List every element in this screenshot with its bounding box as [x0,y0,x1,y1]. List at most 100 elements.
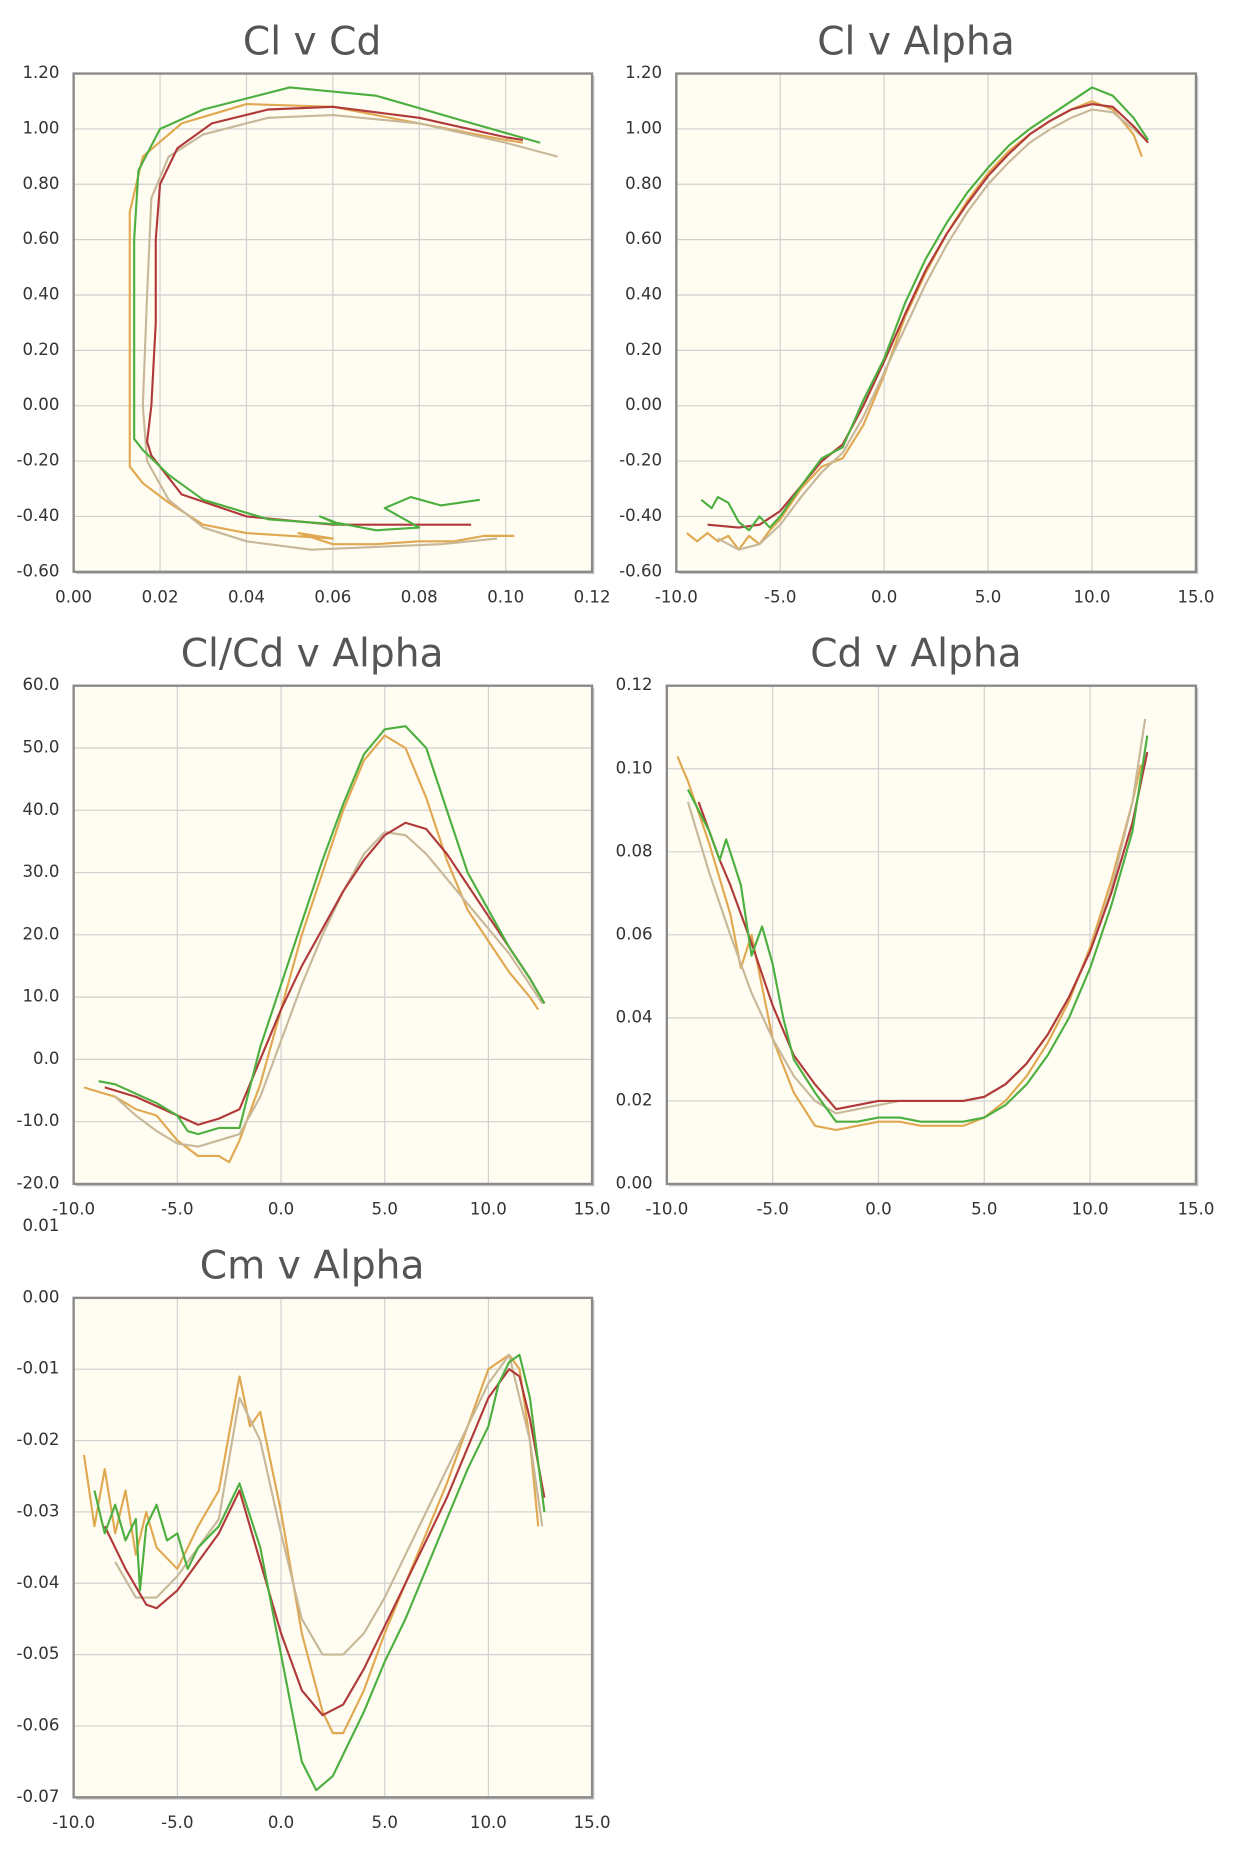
x-tick-label: -5.0 [161,1200,193,1219]
x-tick-label: -10.0 [655,587,698,606]
y-tick-label: 0.40 [22,285,59,304]
y-tick-label: 30.0 [22,862,59,881]
y-tick-label: 0.0 [33,1049,59,1068]
series-line [141,114,558,551]
y-tick-label: -0.60 [16,561,59,580]
x-tick-label: 0.0 [268,1200,294,1219]
y-tick-label: -0.20 [619,451,662,470]
x-tick-label: 0.00 [55,587,92,606]
plot-border [72,72,594,574]
series-line [128,102,524,546]
x-tick-label: 5.0 [372,1813,398,1832]
y-tick-label: -0.02 [16,1430,59,1449]
series-line [717,108,1147,551]
x-tick-label: 0.08 [401,587,438,606]
x-tick-label: 10.0 [1074,587,1111,606]
x-tick-label: 0.04 [228,587,265,606]
y-tick-label: -0.40 [619,506,662,525]
y-tick-label: 0.00 [22,395,59,414]
chart-panel: Cl/Cd v Alpha 60.0 50.0 40.0 30.0 20.0 10.0 0.0… [16,632,610,1219]
chart-panel: Cl v Alpha 1.20 1.00 0.80 0.60 0.40 0.20 0.00 -0… [619,19,1214,606]
y-tick-label: 20.0 [22,924,59,943]
y-tick-label: 60.0 [22,675,59,694]
y-tick-label: 0.20 [22,340,59,359]
y-tick-label: -0.06 [16,1715,59,1734]
x-tick-label: -10.0 [52,1813,95,1832]
x-tick-label: -5.0 [756,1200,788,1219]
y-tick-label: 0.06 [616,924,653,943]
x-tick-label: 15.0 [1177,587,1214,606]
y-tick-label: 10.0 [22,987,59,1006]
chart-panel: Cl v Cd 1.20 1.00 0.80 0.60 0.40 0.20 0.00 -0.20… [16,19,610,606]
x-tick-label: 0.06 [314,587,351,606]
plot-area [73,1297,593,1798]
series-line [98,725,546,1136]
x-tick-label: -10.0 [645,1200,688,1219]
x-tick-label: 15.0 [574,1813,611,1832]
y-tick-label: 0.20 [625,340,662,359]
y-tick-label: -0.60 [619,561,662,580]
x-tick-label: 0.12 [574,587,611,606]
x-tick-label: 0.0 [865,1200,891,1219]
y-tick-label: -0.20 [16,451,59,470]
y-tick-label: 0.08 [616,841,653,860]
series-line [707,102,1149,529]
series-line [114,831,544,1148]
series-line [146,105,524,526]
x-tick-label: 5.0 [372,1200,398,1219]
x-tick-label: 5.0 [971,1200,997,1219]
chart-title: Cl v Alpha [817,19,1014,64]
y-tick-label: 0.80 [625,174,662,193]
y-tick-label: -0.04 [16,1573,59,1592]
x-tick-label: 10.0 [470,1813,507,1832]
series-line [686,735,1149,1123]
y-tick-label: 0.02 [616,1090,653,1109]
y-tick-label: 0.80 [22,174,59,193]
x-tick-label: 10.0 [470,1200,507,1219]
y-tick-label: 50.0 [22,737,59,756]
chart-panel: Cm v Alpha 0.01 0.00 -0.01 -0.02 -0.03 -0.04 -0… [16,1216,610,1832]
y-tick-label: 0.60 [625,229,662,248]
chart-panel: Cd v Alpha 0.12 0.10 0.08 0.06 0.04 0.02 0.00 -1… [616,632,1215,1219]
series-line [133,86,541,532]
series-line [700,86,1150,532]
chart-title: Cl/Cd v Alpha [181,632,444,677]
plot-border [675,72,1198,574]
y-tick-label: 40.0 [22,800,59,819]
y-tick-label: 1.00 [625,118,662,137]
y-tick-label: -0.07 [16,1787,59,1806]
y-tick-label: 0.10 [616,758,653,777]
series-line [103,1368,546,1717]
y-tick-label: 0.04 [616,1007,653,1026]
y-tick-label: 0.01 [22,1216,59,1235]
x-tick-label: -5.0 [161,1813,193,1832]
chart-title: Cm v Alpha [200,1244,425,1289]
y-tick-label: 0.12 [616,675,653,694]
y-tick-label: 0.00 [616,1173,653,1192]
y-tick-label: -0.03 [16,1501,59,1520]
x-tick-label: 0.0 [268,1813,294,1832]
y-tick-label: -10.0 [16,1111,59,1130]
y-tick-label: 1.00 [22,118,59,137]
plot-border [665,684,1198,1186]
y-tick-label: 0.00 [625,395,662,414]
x-tick-label: 0.10 [487,587,524,606]
series-line [114,1353,544,1656]
series-line [93,1353,546,1792]
y-tick-label: 0.60 [22,229,59,248]
y-tick-label: 1.20 [22,63,59,82]
y-tick-label: 1.20 [625,63,662,82]
x-tick-label: 15.0 [1177,1200,1214,1219]
plot-area [676,73,1196,572]
y-tick-label: -0.01 [16,1359,59,1378]
y-tick-label: -20.0 [16,1173,59,1192]
x-tick-label: 0.0 [871,587,897,606]
x-tick-label: 5.0 [975,587,1001,606]
plot-border [72,1296,594,1799]
x-tick-label: 10.0 [1072,1200,1109,1219]
chart-title: Cl v Cd [243,19,381,64]
x-tick-label: 15.0 [574,1200,611,1219]
series-line [83,734,540,1164]
y-tick-label: -0.05 [16,1644,59,1663]
